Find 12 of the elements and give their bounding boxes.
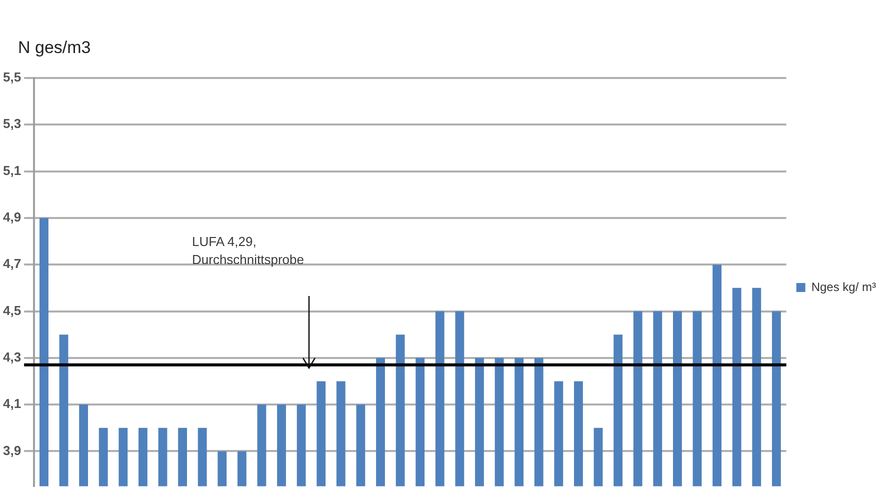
- y-tick-label: 4,9: [2, 210, 22, 225]
- y-tick-label: 4,3: [2, 349, 22, 364]
- legend-label: Nges kg/ m³: [811, 280, 876, 294]
- y-tick-label: 4,5: [2, 302, 22, 318]
- y-axis-title: N ges/m3: [18, 38, 91, 58]
- y-tick-label: 5,3: [2, 116, 22, 132]
- y-tick-label: 5,1: [2, 162, 22, 178]
- annotation: LUFA 4,29, Durchschnittsprobe: [192, 234, 304, 268]
- y-tick-label: 5,5: [2, 70, 22, 85]
- y-tick-label: 3,9: [2, 442, 22, 458]
- y-tick-label: 4,7: [2, 256, 22, 272]
- y-tick-label: 4,1: [2, 396, 22, 412]
